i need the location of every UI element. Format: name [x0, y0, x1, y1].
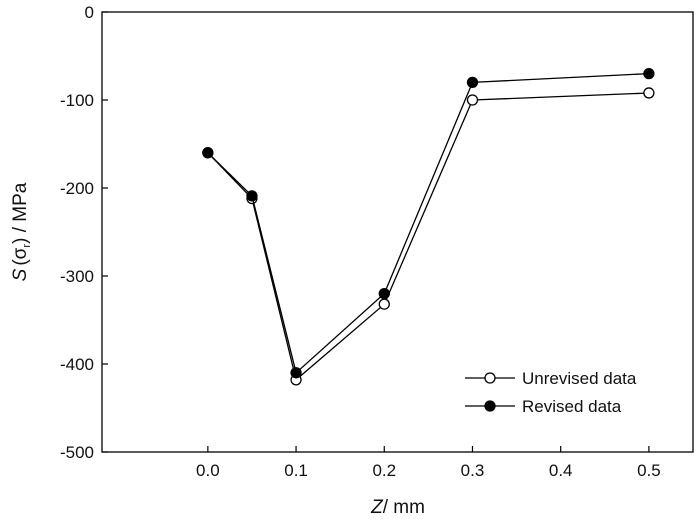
y-axis-unit: / MPa — [10, 182, 31, 237]
legend-marker-unrevised — [484, 372, 496, 384]
y-axis-paren-open: ( — [10, 259, 31, 266]
data-point-unrevised-data — [643, 87, 655, 99]
data-point-revised-data — [202, 147, 214, 159]
y-axis-paren-close: ) — [10, 238, 31, 244]
y-tick-label: 0 — [85, 3, 94, 22]
x-axis: 0.0 0.1 0.2 0.3 0.4 0.5 — [196, 446, 661, 480]
x-tick-label: 0.3 — [461, 461, 485, 480]
x-tick-label: 0.1 — [284, 461, 308, 480]
y-tick-label: -300 — [60, 267, 94, 286]
series-line-revised-data — [207, 72, 649, 375]
data-point-revised-data — [378, 287, 390, 300]
y-tick-label: -500 — [60, 443, 94, 462]
x-tick-label: 0.5 — [637, 461, 661, 480]
x-tick-label: 0.0 — [196, 461, 220, 480]
plot-area — [101, 11, 694, 453]
legend-marker-revised — [484, 400, 496, 412]
data-point-revised-data — [466, 76, 479, 89]
series-layer — [202, 67, 655, 386]
data-point-unrevised-data — [378, 298, 390, 310]
data-point-unrevised-data — [466, 94, 479, 106]
y-axis-symbol: S — [10, 268, 31, 281]
data-point-revised-data — [643, 67, 655, 80]
y-axis: 0 -100 -200 -300 -400 -500 — [60, 3, 108, 462]
series-line-unrevised-data — [207, 92, 649, 381]
data-point-revised-data — [290, 367, 302, 379]
y-axis-subscript: r — [21, 244, 33, 248]
plot-frame — [101, 11, 694, 453]
x-tick-label: 0.4 — [549, 461, 573, 480]
legend-label-unrevised: Unrevised data — [522, 369, 637, 388]
data-point-revised-data — [246, 190, 258, 202]
x-axis-title: Z/ mm — [370, 497, 425, 518]
series-revised-data — [202, 67, 655, 379]
legend: Unrevised data Revised data — [465, 369, 637, 416]
y-axis-title: S (σr) / MPa — [10, 182, 33, 281]
legend-label-revised: Revised data — [522, 397, 622, 416]
y-tick-label: -400 — [60, 355, 94, 374]
x-axis-symbol: Z — [370, 497, 384, 518]
y-tick-label: -200 — [60, 179, 94, 198]
series-unrevised-data — [202, 87, 655, 386]
x-axis-unit: / mm — [383, 497, 425, 518]
y-axis-sigma: σ — [10, 247, 31, 259]
x-tick-label: 0.2 — [372, 461, 396, 480]
y-tick-label: -100 — [60, 91, 94, 110]
